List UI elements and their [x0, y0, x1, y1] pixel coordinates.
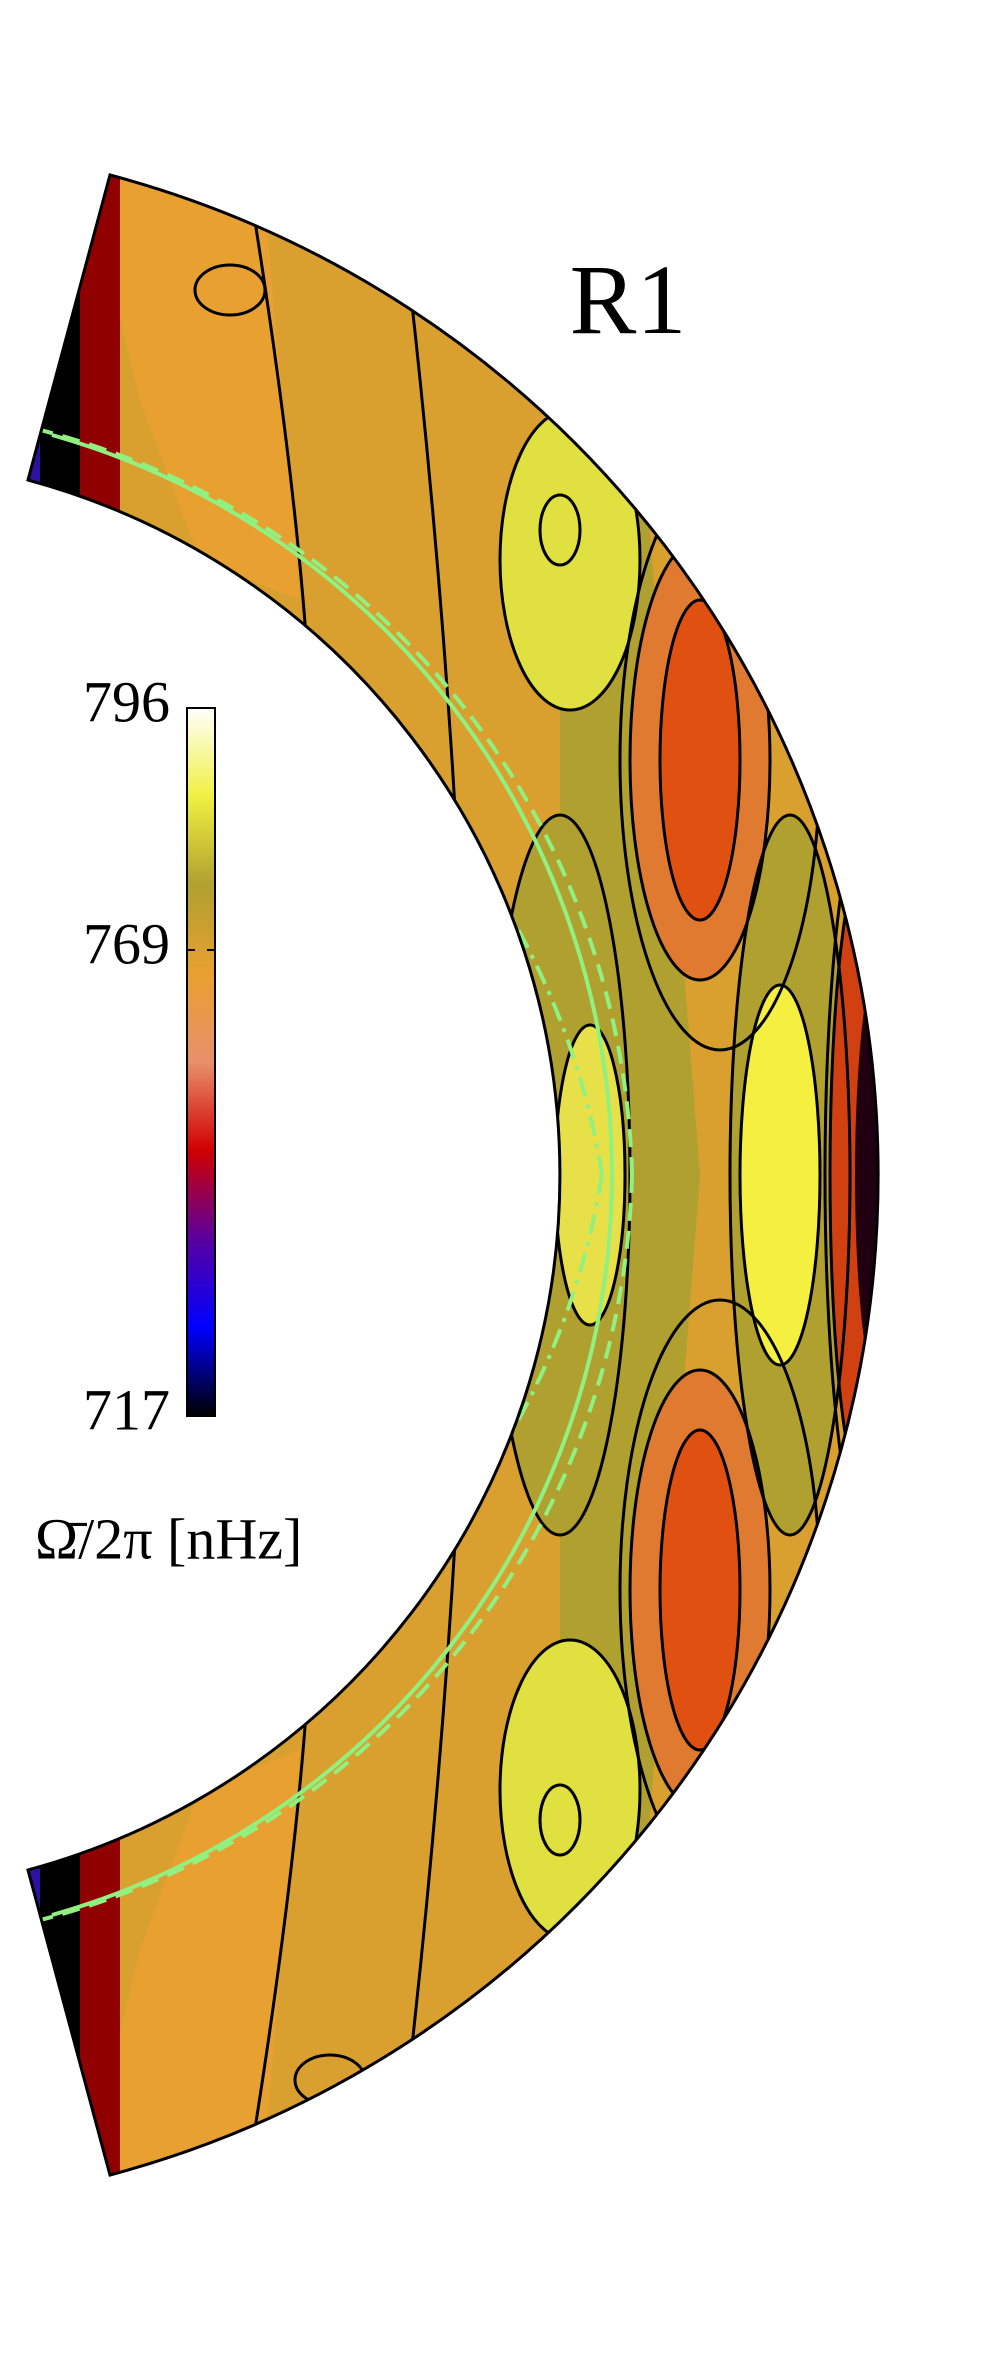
domain-outline — [26, 173, 880, 2177]
colorbar-label: Ω̄/2π [nHz] — [35, 1506, 302, 1571]
panel-label: R1 — [570, 244, 687, 355]
colorbar-tick-label: 796 — [83, 669, 170, 734]
contour-field — [28, 175, 879, 2175]
colorbar-tick-label: 769 — [83, 911, 170, 976]
colorbar-tick-label: 717 — [83, 1377, 170, 1442]
colorbar — [186, 707, 216, 1417]
